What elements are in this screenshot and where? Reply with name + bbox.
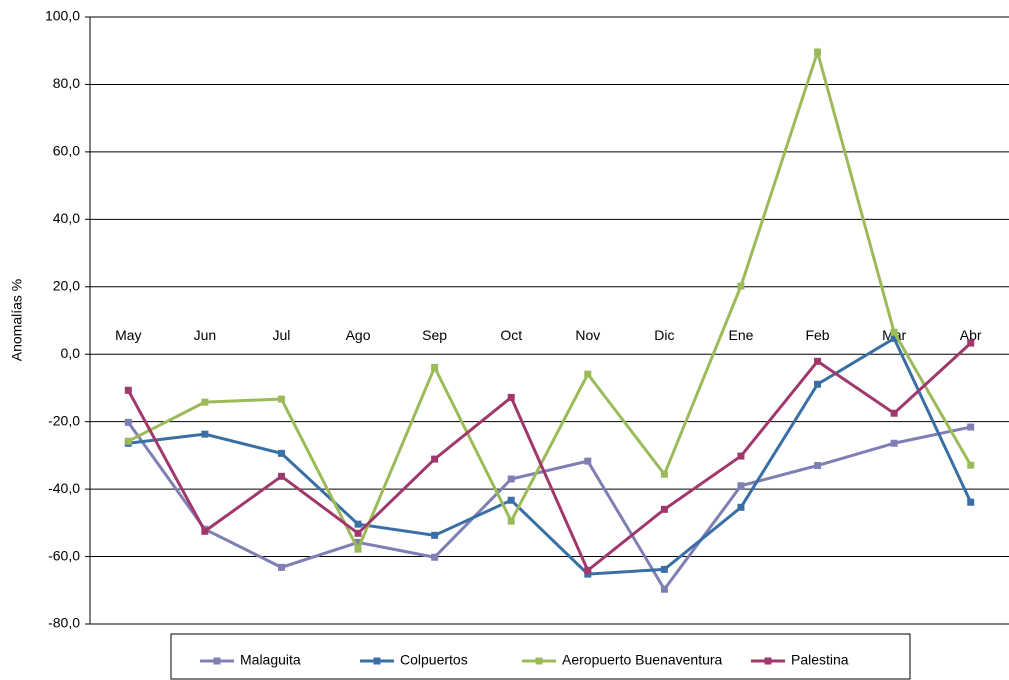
series-line [128, 336, 973, 576]
y-tick-label: 0,0 [61, 345, 81, 361]
x-tick-label: May [115, 327, 141, 343]
series-line [126, 341, 972, 573]
legend-label: Colpuertos [400, 652, 468, 668]
data-point [890, 439, 898, 447]
data-point [277, 563, 285, 571]
series-line [127, 421, 972, 592]
legend-label: Malaguita [240, 652, 301, 668]
legend-marker [764, 657, 772, 665]
y-tick-label: -60,0 [48, 547, 80, 563]
x-tick-label: Abr [960, 327, 982, 343]
data-point [814, 380, 822, 388]
data-point [890, 328, 898, 336]
data-point [124, 386, 132, 394]
x-tick-label: Feb [805, 327, 829, 343]
legend-box [170, 633, 911, 680]
data-point [584, 457, 592, 465]
data-point [660, 470, 668, 478]
legend-label: Palestina [791, 652, 849, 668]
data-point [431, 553, 439, 561]
data-point [584, 370, 592, 378]
data-point [967, 461, 975, 469]
y-axis-title: Anomalías % [9, 279, 25, 361]
data-point [737, 503, 745, 511]
y-tick-label: -40,0 [48, 480, 80, 496]
data-point [124, 437, 132, 445]
legend-marker [535, 657, 543, 665]
data-point [201, 430, 209, 438]
data-point [584, 566, 592, 574]
y-tick-label: 80,0 [53, 75, 80, 91]
y-tick-label: -20,0 [48, 412, 80, 428]
data-point [277, 449, 285, 457]
data-point [277, 472, 285, 480]
data-point [354, 545, 362, 553]
data-point [124, 418, 132, 426]
data-point [737, 282, 745, 290]
data-point [431, 363, 439, 371]
data-point [354, 538, 362, 546]
x-tick-label: Sep [422, 327, 447, 343]
data-point [277, 395, 285, 403]
x-tick-label: Ene [728, 327, 753, 343]
data-point [967, 423, 975, 431]
data-point [660, 585, 668, 593]
data-point [967, 339, 975, 347]
data-point [737, 482, 745, 490]
x-tick-label: Dic [654, 327, 674, 343]
y-tick-label: 40,0 [53, 210, 80, 226]
data-point [814, 462, 822, 470]
legend-marker [213, 657, 221, 665]
y-tick-label: -80,0 [48, 615, 80, 631]
y-tick-label: 100,0 [45, 8, 80, 24]
data-point [507, 475, 515, 483]
data-point [737, 452, 745, 460]
data-point [431, 531, 439, 539]
x-tick-label: Oct [500, 327, 522, 343]
y-tick-label: 60,0 [53, 143, 80, 159]
x-tick-label: Jul [273, 327, 291, 343]
x-tick-label: Jun [194, 327, 217, 343]
data-point [354, 529, 362, 537]
data-point [814, 48, 822, 56]
legend-marker [373, 657, 381, 665]
data-point [507, 393, 515, 401]
data-point [660, 505, 668, 513]
series-line [127, 46, 973, 553]
data-point [814, 357, 822, 365]
data-point [431, 455, 439, 463]
y-tick-label: 20,0 [53, 277, 80, 293]
data-point [201, 398, 209, 406]
data-point [660, 565, 668, 573]
data-point [890, 334, 898, 342]
legend-label: Aeropuerto Buenaventura [562, 652, 723, 668]
data-point [201, 527, 209, 535]
data-point [507, 496, 515, 504]
data-point [967, 498, 975, 506]
data-point [890, 409, 898, 417]
data-point [507, 517, 515, 525]
data-point [584, 570, 592, 578]
x-tick-label: Ago [346, 327, 371, 343]
data-point [354, 520, 362, 528]
x-tick-label: Nov [575, 327, 600, 343]
